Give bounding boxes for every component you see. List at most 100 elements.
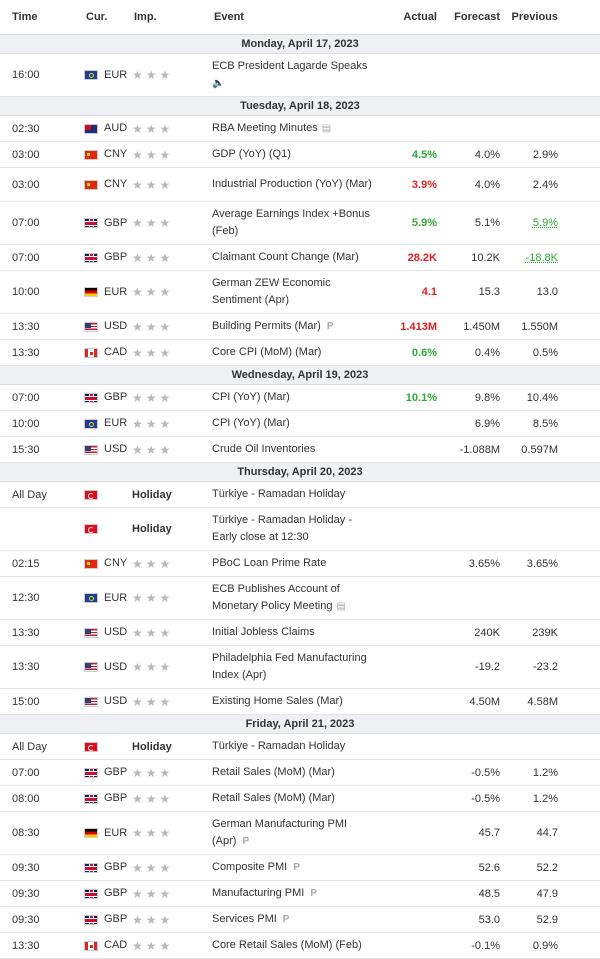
event-time: 13:30 xyxy=(0,619,70,646)
event-title[interactable]: Core CPI (MoM) (Mar) xyxy=(212,346,322,358)
event-row[interactable]: 15:00 USD ★★★ Existing Home Sales (Mar) 4.50… xyxy=(0,688,600,715)
event-title[interactable]: Türkiye - Ramadan Holiday - Early close … xyxy=(212,514,352,543)
header-currency[interactable]: Cur. xyxy=(70,0,130,35)
event-row[interactable]: 07:00 GBP ★★★ Average Earnings Index +Bonus… xyxy=(0,201,600,245)
event-row[interactable]: 12:30 EUR ★★★ ECB Publishes Account of Mone… xyxy=(0,576,600,620)
event-name[interactable]: Türkiye - Ramadan Holiday - Early close … xyxy=(210,507,380,551)
header-actual[interactable]: Actual xyxy=(380,0,443,35)
event-row[interactable]: 03:00 CNY ★★★ GDP (YoY) (Q1) 4.5% 4.0% 2.9% xyxy=(0,141,600,168)
event-title[interactable]: Average Earnings Index +Bonus (Feb) xyxy=(212,208,370,237)
date-row: Tuesday, April 18, 2023 xyxy=(0,96,600,116)
event-name[interactable]: Industrial Production (YoY) (Mar) xyxy=(210,167,380,202)
event-row[interactable]: 09:30 GBP ★★★ Manufacturing PMI P 48.5 47.9 xyxy=(0,880,600,907)
event-name[interactable]: Türkiye - Ramadan Holiday xyxy=(210,481,380,508)
event-title[interactable]: Crude Oil Inventories xyxy=(212,443,316,455)
event-name[interactable]: Core Retail Sales (MoM) (Feb) xyxy=(210,932,380,959)
event-name[interactable]: Türkiye - Ramadan Holiday xyxy=(210,733,380,760)
event-row[interactable]: All Day Holiday Türkiye - Ramadan Holiday xyxy=(0,481,600,508)
event-title[interactable]: CPI (YoY) (Mar) xyxy=(212,391,290,403)
event-title[interactable]: Türkiye - Ramadan Holiday xyxy=(212,740,346,752)
event-row[interactable]: 13:30 USD ★★★ Initial Jobless Claims 240K 239… xyxy=(0,619,600,646)
event-title[interactable]: CPI (YoY) (Mar) xyxy=(212,417,290,429)
event-row[interactable]: 08:00 GBP ★★★ Retail Sales (MoM) (Mar) -0.5%… xyxy=(0,785,600,812)
event-title[interactable]: Initial Jobless Claims xyxy=(212,626,315,638)
event-row[interactable]: 08:30 EUR ★★★ German Manufacturing PMI (Apr… xyxy=(0,811,600,855)
event-time: 13:30 xyxy=(0,313,70,340)
event-name[interactable]: Claimant Count Change (Mar) xyxy=(210,244,380,271)
event-title[interactable]: Retail Sales (MoM) (Mar) xyxy=(212,792,335,804)
star-icon: ★ xyxy=(145,938,160,953)
event-row[interactable]: 07:00 GBP ★★★ Claimant Count Change (Mar) 28… xyxy=(0,244,600,271)
event-currency: GBP xyxy=(70,759,130,786)
event-row[interactable]: 09:30 GBP ★★★ Composite PMI P 52.6 52.2 xyxy=(0,854,600,881)
event-row[interactable]: 16:00 EUR ★★★ ECB President Lagarde Speaks 🔈 xyxy=(0,53,600,97)
event-name[interactable]: Services PMI P xyxy=(210,906,380,933)
header-event[interactable]: Event xyxy=(210,0,380,35)
preliminary-icon: P xyxy=(242,836,250,847)
event-previous: 10.4% xyxy=(508,384,600,411)
event-row[interactable]: Holiday Türkiye - Ramadan Holiday - Early… xyxy=(0,507,600,551)
event-name[interactable]: Existing Home Sales (Mar) xyxy=(210,688,380,715)
event-name[interactable]: GDP (YoY) (Q1) xyxy=(210,141,380,168)
event-row[interactable]: 07:00 GBP ★★★ CPI (YoY) (Mar) 10.1% 9.8% 10.4% xyxy=(0,384,600,411)
event-title[interactable]: German ZEW Economic Sentiment (Apr) xyxy=(212,277,331,306)
event-title[interactable]: Composite PMI xyxy=(212,861,288,873)
event-row[interactable]: 13:30 CAD ★★★ Core CPI (MoM) (Mar) 0.6% 0.4% 0… xyxy=(0,339,600,366)
event-row[interactable]: 10:00 EUR ★★★ German ZEW Economic Sentiment… xyxy=(0,270,600,314)
event-name[interactable]: PBoC Loan Prime Rate xyxy=(210,550,380,577)
event-name[interactable]: Retail Sales (MoM) (Mar) xyxy=(210,759,380,786)
event-title[interactable]: Existing Home Sales (Mar) xyxy=(212,695,343,707)
event-row[interactable]: 03:00 CNY ★★★ Industrial Production (YoY) (… xyxy=(0,167,600,202)
event-name[interactable]: RBA Meeting Minutes ▤ xyxy=(210,115,380,142)
event-row[interactable]: 10:00 EUR ★★★ CPI (YoY) (Mar) 6.9% 8.5% xyxy=(0,410,600,437)
event-row[interactable]: 15:30 USD ★★★ Crude Oil Inventories -1.088M 0… xyxy=(0,436,600,463)
event-title[interactable]: RBA Meeting Minutes xyxy=(212,122,318,134)
event-row[interactable]: 09:30 GBP ★★★ Services PMI P 53.0 52.9 xyxy=(0,906,600,933)
event-title[interactable]: ECB President Lagarde Speaks xyxy=(212,60,368,72)
event-name[interactable]: CPI (YoY) (Mar) xyxy=(210,410,380,437)
event-title[interactable]: German Manufacturing PMI (Apr) xyxy=(212,818,348,847)
event-row[interactable]: 02:15 CNY ★★★ PBoC Loan Prime Rate 3.65% 3.65… xyxy=(0,550,600,577)
event-name[interactable]: Manufacturing PMI P xyxy=(210,880,380,907)
event-name[interactable]: Crude Oil Inventories xyxy=(210,436,380,463)
revised-previous[interactable]: -18.8K xyxy=(525,251,558,264)
event-title[interactable]: Services PMI xyxy=(212,913,277,925)
event-row[interactable]: 02:30 AUD ★★★ RBA Meeting Minutes ▤ xyxy=(0,115,600,142)
event-row[interactable]: 07:00 GBP ★★★ Retail Sales (MoM) (Mar) -0.5%… xyxy=(0,759,600,786)
header-previous[interactable]: Previous xyxy=(508,0,600,35)
event-name[interactable]: Initial Jobless Claims xyxy=(210,619,380,646)
event-title[interactable]: Philadelphia Fed Manufacturing Index (Ap… xyxy=(212,652,367,681)
event-title[interactable]: Building Permits (Mar) xyxy=(212,320,321,332)
revised-previous[interactable]: 5.9% xyxy=(532,217,558,229)
event-title[interactable]: Retail Sales (MoM) (Mar) xyxy=(212,766,335,778)
event-row[interactable]: 13:30 USD ★★★ Building Permits (Mar) P 1.413M… xyxy=(0,313,600,340)
event-time: 08:00 xyxy=(0,785,70,812)
event-name[interactable]: Retail Sales (MoM) (Mar) xyxy=(210,785,380,812)
event-name[interactable]: Building Permits (Mar) P xyxy=(210,313,380,340)
event-name[interactable]: Core CPI (MoM) (Mar) xyxy=(210,339,380,366)
event-title[interactable]: PBoC Loan Prime Rate xyxy=(212,557,327,569)
currency-code: CAD xyxy=(104,346,128,359)
event-title[interactable]: Manufacturing PMI xyxy=(212,887,305,899)
event-name[interactable]: Composite PMI P xyxy=(210,854,380,881)
event-name[interactable]: ECB President Lagarde Speaks 🔈 xyxy=(210,53,380,97)
header-importance[interactable]: Imp. xyxy=(130,0,210,35)
header-time[interactable]: Time xyxy=(0,0,70,35)
event-name[interactable]: CPI (YoY) (Mar) xyxy=(210,384,380,411)
event-importance: Holiday xyxy=(130,507,210,551)
event-row[interactable]: 13:30 USD ★★★ Philadelphia Fed Manufacturin… xyxy=(0,645,600,689)
event-name[interactable]: German Manufacturing PMI (Apr) P xyxy=(210,811,380,855)
event-title[interactable]: Türkiye - Ramadan Holiday xyxy=(212,488,346,500)
event-title[interactable]: GDP (YoY) (Q1) xyxy=(212,148,291,160)
event-name[interactable]: Philadelphia Fed Manufacturing Index (Ap… xyxy=(210,645,380,689)
header-forecast[interactable]: Forecast xyxy=(443,0,508,35)
event-row[interactable]: 13:30 CAD ★★★ Core Retail Sales (MoM) (Feb)… xyxy=(0,932,600,959)
event-name[interactable]: German ZEW Economic Sentiment (Apr) xyxy=(210,270,380,314)
event-name[interactable]: Average Earnings Index +Bonus (Feb) xyxy=(210,201,380,245)
event-name[interactable]: ECB Publishes Account of Monetary Policy… xyxy=(210,576,380,620)
event-title[interactable]: Claimant Count Change (Mar) xyxy=(212,251,359,263)
event-row[interactable]: All Day Holiday Türkiye - Ramadan Holiday xyxy=(0,733,600,760)
event-title[interactable]: ECB Publishes Account of Monetary Policy… xyxy=(212,583,340,612)
event-title[interactable]: Industrial Production (YoY) (Mar) xyxy=(212,178,372,190)
event-title[interactable]: Core Retail Sales (MoM) (Feb) xyxy=(212,939,362,951)
